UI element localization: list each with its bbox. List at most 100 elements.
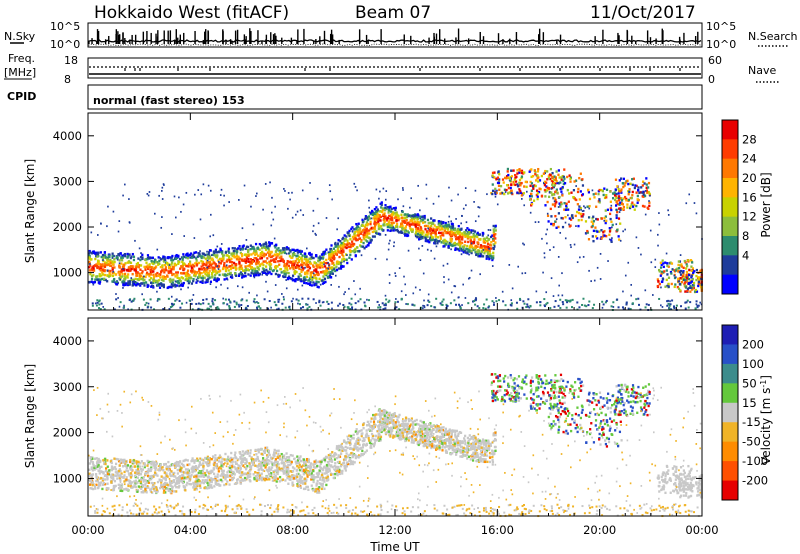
echo-cell [404, 234, 407, 237]
echo-cell [660, 270, 664, 274]
echo-cell [385, 219, 389, 222]
echo-cell [529, 184, 532, 188]
near-range-cell [559, 298, 562, 301]
echo-cell [685, 267, 688, 270]
echo-cell [354, 237, 358, 240]
echo-cell [390, 221, 393, 225]
echo-cell [136, 476, 139, 479]
echo-cell [475, 253, 478, 257]
near-range-cell [617, 306, 620, 309]
noise-cell [195, 278, 198, 281]
echo-cell [473, 248, 477, 251]
echo-cell [347, 245, 350, 249]
echo-cell [604, 215, 607, 218]
noise-cell [695, 303, 698, 306]
near-range-cell [396, 300, 399, 303]
echo-cell [429, 227, 432, 231]
echo-cell [551, 193, 554, 197]
echo-cell [300, 265, 304, 268]
echo-cell [296, 257, 300, 261]
echo-cell [357, 225, 360, 229]
echo-cell [152, 260, 156, 264]
echo-cell [287, 264, 290, 268]
echo-cell [259, 255, 262, 259]
echo-cell [100, 274, 103, 277]
noise-cell [375, 188, 378, 191]
echo-cell [479, 244, 483, 247]
echo-cell [213, 261, 216, 265]
near-range-cell [559, 306, 562, 309]
noise-cell [240, 271, 242, 274]
noise-cell [378, 197, 380, 200]
echo-cell [198, 470, 201, 473]
echo-cell [207, 253, 210, 256]
echo-cell [375, 413, 378, 416]
echo-cell [483, 241, 487, 244]
echo-cell [305, 263, 308, 266]
echo-cell [689, 279, 692, 283]
echo-cell [442, 231, 445, 235]
echo-cell [328, 251, 332, 255]
echo-cell [545, 181, 548, 184]
echo-cell [430, 217, 433, 220]
noise-cell [442, 264, 445, 267]
echo-cell [157, 274, 160, 277]
echo-cell [183, 267, 186, 271]
echo-cell [479, 445, 482, 448]
noise-cell [437, 195, 440, 198]
noise-cell [407, 215, 410, 217]
echo-cell [472, 235, 475, 238]
echo-cell [495, 191, 498, 195]
echo-cell [257, 247, 260, 250]
echo-cell [669, 270, 673, 274]
echo-cell [579, 206, 582, 210]
echo-cell [214, 250, 217, 254]
echo-cell [619, 208, 622, 211]
echo-cell [563, 208, 566, 211]
echo-cell [690, 280, 694, 283]
echo-cell [391, 226, 394, 230]
noise-cell [223, 194, 225, 197]
echo-cell [331, 272, 334, 275]
noise-cell [266, 274, 268, 277]
echo-cell [470, 249, 473, 253]
echo-cell [256, 271, 259, 274]
echo-cell [465, 251, 468, 254]
noise-cell [301, 189, 304, 192]
echo-cell [362, 245, 365, 248]
echo-cell [113, 266, 116, 269]
echo-cell [278, 480, 281, 483]
echo-cell [365, 245, 368, 248]
echo-cell [290, 264, 294, 267]
noise-cell [388, 282, 391, 284]
echo-cell [141, 256, 144, 259]
echo-cell [178, 260, 181, 264]
echo-cell [291, 248, 294, 252]
noise-cell [226, 287, 229, 290]
echo-cell [436, 236, 440, 239]
echo-cell [187, 276, 190, 279]
echo-cell [336, 247, 339, 250]
echo-cell [355, 222, 358, 226]
echo-cell [340, 249, 343, 252]
echo-cell [549, 177, 552, 181]
noise-cell [432, 202, 435, 205]
echo-cell [324, 262, 327, 265]
echo-cell [429, 238, 432, 241]
echo-cell [380, 203, 383, 206]
echo-cell [325, 267, 328, 270]
echo-cell [109, 260, 112, 263]
echo-cell [249, 247, 252, 251]
echo-cell [234, 462, 238, 466]
near-range-cell [629, 308, 632, 311]
echo-cell [254, 270, 257, 273]
echo-cell [249, 274, 252, 277]
echo-cell [697, 280, 701, 284]
noise-cell [219, 194, 222, 196]
echo-cell [310, 253, 313, 256]
echo-cell [648, 201, 651, 204]
echo-cell [257, 266, 260, 270]
echo-cell [491, 189, 495, 193]
echo-cell [227, 466, 231, 469]
echo-cell [622, 177, 625, 181]
